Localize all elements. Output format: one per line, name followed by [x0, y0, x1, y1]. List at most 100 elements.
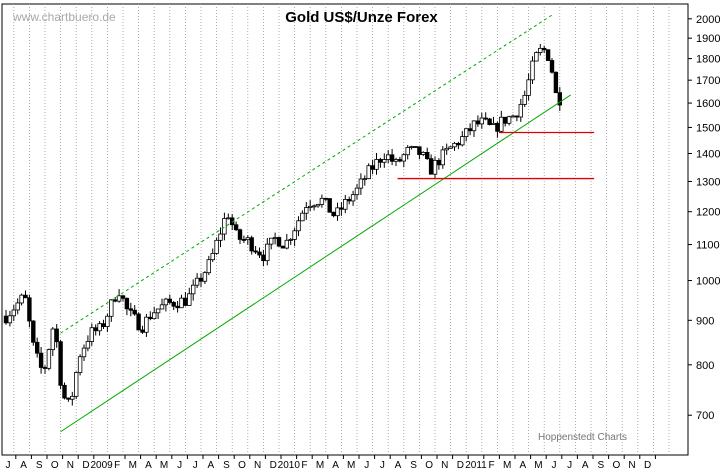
x-tick-label: M: [534, 460, 542, 470]
x-tick-label: N: [441, 460, 448, 470]
candle-body: [538, 47, 543, 53]
candle-body: [463, 128, 469, 137]
y-tick-label: 1800: [696, 54, 720, 66]
candle-body: [109, 299, 114, 317]
y-tick-label: 800: [696, 360, 714, 372]
trend-line-lower: [60, 94, 571, 433]
candle-body: [253, 250, 258, 253]
candle-body: [120, 295, 126, 299]
candle-body: [553, 71, 559, 94]
candle-body: [179, 297, 184, 309]
candle-body: [206, 259, 211, 274]
y-tick-label: 1400: [696, 148, 720, 160]
watermark: www.chartbuero.de: [13, 10, 116, 24]
candle-body: [194, 277, 200, 286]
candle-body: [526, 79, 531, 96]
candle-body: [549, 60, 555, 73]
candle-body: [38, 352, 44, 368]
candle-body: [534, 52, 539, 62]
candle-body: [557, 92, 562, 106]
x-tick-label: D: [82, 460, 89, 470]
chart-credit: Hoppenstedt Charts: [538, 432, 627, 443]
candle-body: [124, 297, 130, 310]
x-tick-label: A: [20, 460, 27, 470]
candle-body: [514, 115, 520, 118]
x-tick-label: S: [410, 460, 417, 470]
candle-body: [440, 149, 445, 166]
x-tick-label: M: [316, 460, 324, 470]
candle-body: [475, 120, 481, 125]
x-tick-label: N: [254, 460, 261, 470]
candle-body: [319, 197, 325, 205]
y-tick-label: 1600: [696, 98, 720, 110]
x-tick-label: M: [129, 460, 137, 470]
candle-body: [288, 238, 293, 241]
candle-body: [159, 304, 165, 310]
candle-body: [89, 327, 94, 342]
candle-body: [413, 146, 418, 148]
y-tick-label: 2000: [696, 14, 720, 26]
candle-body: [424, 152, 430, 160]
candle-body: [175, 305, 180, 309]
plot-frame: [1, 3, 689, 456]
candle-body: [198, 277, 204, 282]
x-tick-label: F: [489, 460, 495, 470]
candle-body: [245, 237, 250, 241]
candle-body: [210, 253, 215, 261]
candle-body: [499, 116, 504, 132]
candle-body: [155, 308, 161, 314]
candle-body: [284, 239, 289, 249]
y-tick-label: 1200: [696, 207, 720, 219]
y-tick-label: 700: [696, 410, 714, 422]
candle-body: [483, 117, 488, 120]
candle-body: [518, 103, 523, 118]
candle-body: [233, 224, 239, 231]
candle-body: [432, 159, 438, 175]
candle-body: [74, 372, 79, 397]
candle-body: [226, 217, 231, 220]
candle-body: [93, 327, 98, 332]
x-tick-label: O: [238, 460, 246, 470]
candle-body: [374, 159, 379, 170]
x-tick-label: O: [425, 460, 433, 470]
candle-body: [46, 349, 52, 369]
candle-body: [23, 294, 28, 299]
candle-body: [81, 347, 87, 358]
candle-body: [491, 122, 496, 125]
candle-body: [545, 49, 551, 61]
candle-body: [163, 298, 169, 306]
candle-body: [502, 116, 508, 124]
x-tick-label: D: [644, 460, 651, 470]
x-tick-label: O: [51, 460, 59, 470]
x-tick-label: A: [395, 460, 402, 470]
candle-body: [140, 329, 145, 333]
candle-body: [335, 207, 340, 217]
candle-body: [393, 159, 399, 162]
candle-body: [467, 128, 473, 132]
candle-body: [70, 395, 75, 400]
x-tick-label: D: [457, 460, 464, 470]
candle-body: [436, 159, 442, 166]
candle-body: [144, 316, 149, 333]
candle-body: [280, 245, 286, 249]
candle-body: [479, 117, 484, 125]
candle-body: [315, 203, 321, 207]
candle-body: [214, 239, 219, 254]
candle-body: [257, 251, 262, 256]
candle-body: [62, 384, 67, 399]
candle-body: [136, 313, 141, 331]
x-tick-label: D: [270, 460, 277, 470]
candle-body: [452, 142, 457, 148]
candle-body: [444, 147, 449, 151]
x-tick-label: F: [301, 460, 307, 470]
y-tick-label: 1900: [696, 33, 720, 45]
candle-body: [249, 237, 254, 252]
candle-body: [222, 218, 227, 235]
candle-body: [389, 154, 395, 162]
candle-body: [346, 199, 352, 202]
x-tick-label: J: [364, 460, 369, 470]
candle-body: [487, 118, 492, 125]
y-tick-label: 1700: [696, 75, 720, 87]
candle-body: [265, 243, 270, 262]
